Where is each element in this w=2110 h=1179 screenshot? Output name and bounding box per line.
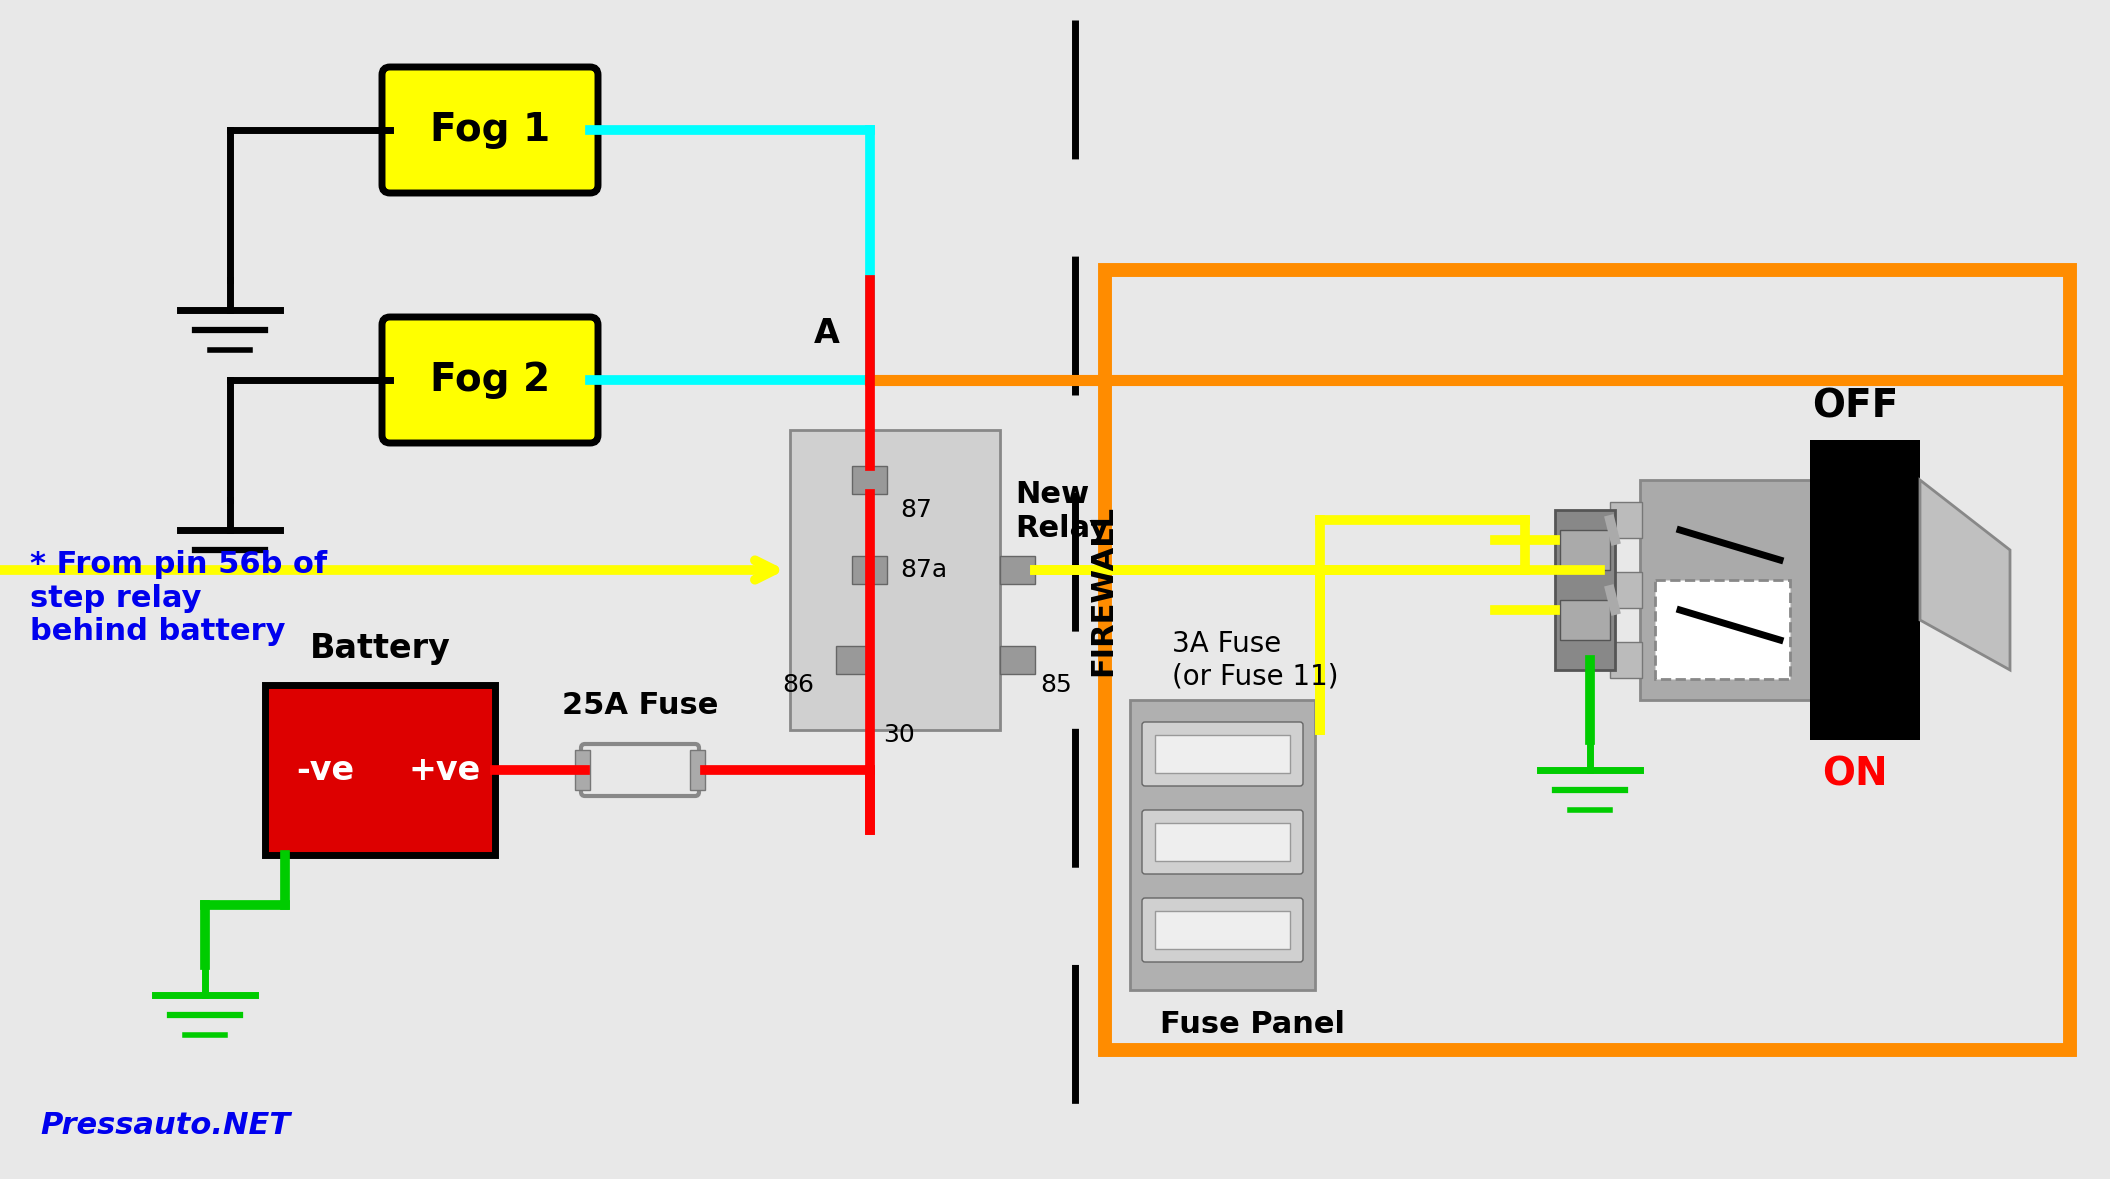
Bar [1154, 823, 1289, 861]
Bar [1106, 270, 2070, 1050]
Bar [1555, 511, 1614, 670]
Bar [836, 646, 871, 674]
Text: Fuse Panel: Fuse Panel [1160, 1010, 1344, 1039]
Bar [1610, 502, 1642, 538]
Text: FIREWALL: FIREWALL [1089, 505, 1118, 676]
Text: +ve: +ve [409, 753, 481, 786]
FancyBboxPatch shape [1142, 722, 1304, 786]
Bar [1639, 480, 1821, 700]
Bar [266, 685, 496, 855]
Text: 3A Fuse
(or Fuse 11): 3A Fuse (or Fuse 11) [1173, 630, 1340, 690]
Text: Fog 1: Fog 1 [430, 111, 551, 149]
Text: 85: 85 [1040, 673, 1072, 697]
Bar [852, 556, 888, 584]
Polygon shape [1920, 480, 2011, 670]
Text: 25A Fuse: 25A Fuse [561, 691, 717, 720]
Text: A: A [814, 317, 840, 350]
Bar [789, 430, 1000, 730]
Bar [1559, 531, 1610, 569]
Circle shape [1743, 602, 1779, 638]
FancyBboxPatch shape [1142, 898, 1304, 962]
Text: ON: ON [1823, 755, 1888, 793]
Bar [1154, 911, 1289, 949]
Text: 87a: 87a [899, 558, 947, 582]
Text: Fog 2: Fog 2 [430, 361, 551, 399]
Bar [576, 750, 591, 790]
Bar [1654, 580, 1789, 679]
Bar [1131, 700, 1315, 990]
FancyBboxPatch shape [382, 67, 597, 193]
Bar [852, 466, 888, 494]
Bar [690, 750, 705, 790]
Text: 30: 30 [884, 723, 916, 747]
FancyBboxPatch shape [382, 317, 597, 443]
Bar [1559, 600, 1610, 640]
Bar [1000, 556, 1036, 584]
Text: 87: 87 [899, 498, 933, 522]
Text: Pressauto.NET: Pressauto.NET [40, 1111, 291, 1140]
Text: New
Relay: New Relay [1015, 480, 1110, 542]
Bar [1610, 643, 1642, 678]
Bar [1610, 572, 1642, 608]
Text: Battery: Battery [310, 632, 449, 665]
FancyBboxPatch shape [1142, 810, 1304, 874]
Bar [1810, 440, 1920, 740]
Text: 86: 86 [783, 673, 814, 697]
Bar [1154, 735, 1289, 773]
Text: -ve: -ve [295, 753, 354, 786]
Bar [1000, 646, 1036, 674]
Text: OFF: OFF [1812, 387, 1899, 424]
FancyBboxPatch shape [580, 744, 698, 796]
Text: * From pin 56b of
step relay
behind battery: * From pin 56b of step relay behind batt… [30, 549, 327, 646]
